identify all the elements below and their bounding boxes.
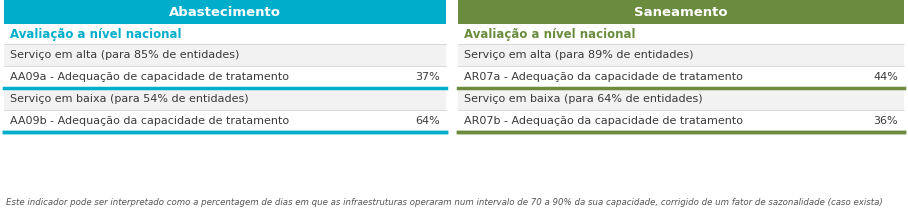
Bar [458, 66, 904, 88]
Text: 64%: 64% [415, 116, 440, 126]
Text: 44%: 44% [873, 72, 898, 82]
Text: Abastecimento: Abastecimento [169, 6, 281, 18]
Bar [458, 88, 904, 110]
Text: Serviço em baixa (para 64% de entidades): Serviço em baixa (para 64% de entidades) [464, 94, 703, 104]
Bar [4, 44, 446, 66]
Text: 36%: 36% [873, 116, 898, 126]
Text: AR07a - Adequação da capacidade de tratamento: AR07a - Adequação da capacidade de trata… [464, 72, 743, 82]
Bar [4, 0, 446, 24]
Text: Saneamento: Saneamento [634, 6, 728, 18]
Bar [4, 88, 446, 110]
Bar [458, 44, 904, 66]
Text: AR07b - Adequação da capacidade de tratamento: AR07b - Adequação da capacidade de trata… [464, 116, 743, 126]
Bar [4, 110, 446, 132]
Bar [4, 66, 446, 88]
Text: Serviço em alta (para 89% de entidades): Serviço em alta (para 89% de entidades) [464, 50, 694, 60]
Bar [458, 110, 904, 132]
Text: Serviço em baixa (para 54% de entidades): Serviço em baixa (para 54% de entidades) [10, 94, 249, 104]
Bar [458, 0, 904, 24]
Text: Este indicador pode ser interpretado como a percentagem de dias em que as infrae: Este indicador pode ser interpretado com… [6, 198, 883, 207]
Text: Avaliação a nível nacional: Avaliação a nível nacional [10, 28, 182, 40]
Text: Serviço em alta (para 85% de entidades): Serviço em alta (para 85% de entidades) [10, 50, 240, 60]
Text: 37%: 37% [415, 72, 440, 82]
Text: AA09b - Adequação da capacidade de tratamento: AA09b - Adequação da capacidade de trata… [10, 116, 289, 126]
Text: Avaliação a nível nacional: Avaliação a nível nacional [464, 28, 636, 40]
Text: AA09a - Adequação de capacidade de tratamento: AA09a - Adequação de capacidade de trata… [10, 72, 289, 82]
